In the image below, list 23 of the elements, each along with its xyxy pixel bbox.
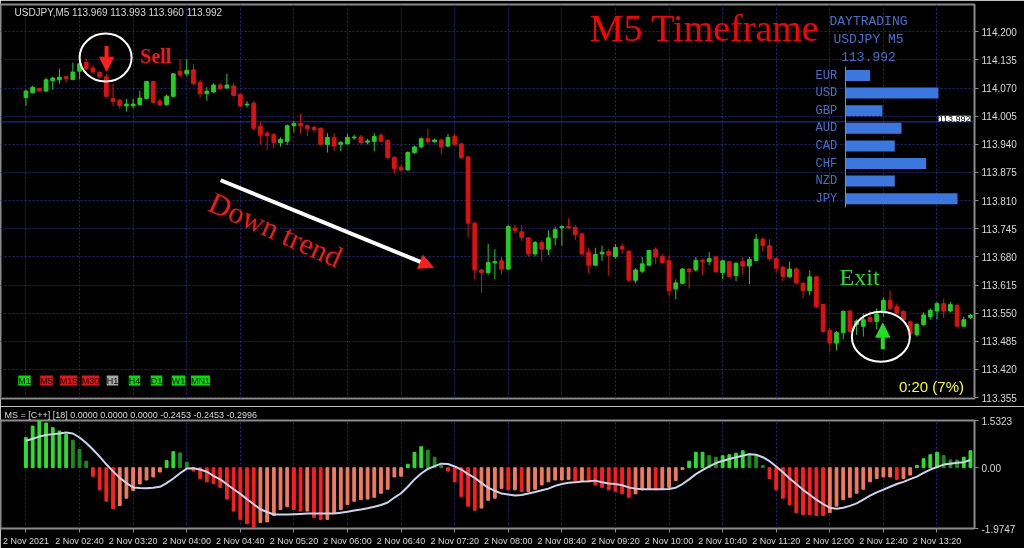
x-tick-label: 2 Nov 09:20 xyxy=(591,535,640,546)
x-tick-label: 2 Nov 08:40 xyxy=(537,535,587,546)
y-tick-label: 1.5323 xyxy=(981,415,1013,427)
x-tick-label: 2 Nov 10:40 xyxy=(698,535,747,546)
x-tick-label: 2 Nov 12:40 xyxy=(859,535,908,546)
x-tick-label: 2 Nov 05:20 xyxy=(269,535,319,546)
x-tick-label: 2 Nov 11:20 xyxy=(752,535,801,546)
x-tick-label: 2 Nov 12:00 xyxy=(805,535,855,546)
x-tick-label: 2 Nov 07:20 xyxy=(430,535,479,546)
x-tick-label: 2 Nov 13:20 xyxy=(912,535,962,546)
x-tick-label: 2 Nov 06:00 xyxy=(323,535,372,546)
y-tick-label: 113.355 xyxy=(981,392,1018,404)
x-tick-label: 2 Nov 2021 xyxy=(2,535,49,546)
x-tick-label: 2 Nov 10:00 xyxy=(644,535,694,546)
x-tick-label: 2 Nov 08:00 xyxy=(484,535,533,546)
y-tick-label: 0.00 xyxy=(981,462,1002,474)
x-tick-label: 2 Nov 06:40 xyxy=(376,535,426,546)
x-tick-label: 2 Nov 02:40 xyxy=(55,535,104,546)
x-tick-label: 2 Nov 04:00 xyxy=(162,535,212,546)
y-tick-label: -1.9747 xyxy=(981,523,1016,535)
chart-title: MS = [C++] [18] 0.0000 0.0000 0.0000 -0.2453 -0.2453 -0.2996 xyxy=(4,409,257,420)
x-tick-label: 2 Nov 03:20 xyxy=(108,535,158,546)
x-tick-label: 2 Nov 04:40 xyxy=(216,535,265,546)
